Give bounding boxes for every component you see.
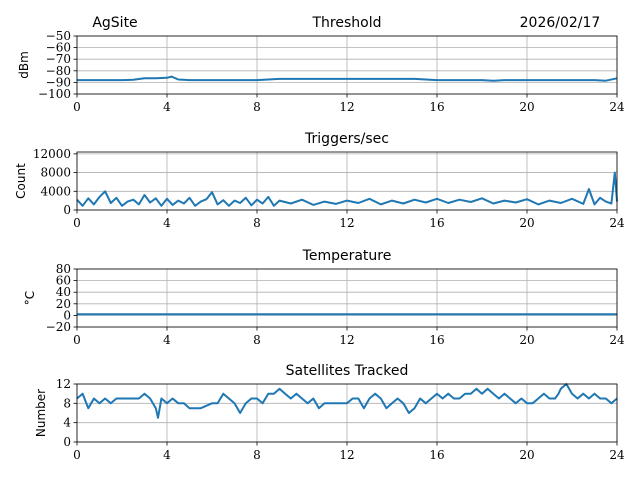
y-tick-label: 80 [56,262,71,276]
y-tick-label: 12000 [33,147,71,161]
x-tick-label: 12 [339,448,354,462]
y-tick-label: 60 [56,274,71,288]
subplot-title: Satellites Tracked [286,363,409,379]
subplot-1: 0 4 8 12 16 20 24 12000 8000 4000 0 Triggers/sec Cou… [14,131,625,230]
x-tick-label: 8 [253,448,261,462]
x-tick-label: 16 [429,448,444,462]
y-tick-label: −90 [46,75,71,89]
y-axis-label: °C [23,291,37,305]
y-axis-label: dBm [17,51,31,79]
x-tick-label: 16 [429,216,444,230]
x-tick-label: 12 [339,333,354,347]
y-tick-label: 4000 [40,184,71,198]
y-tick-label: −20 [46,320,71,334]
y-tick-label: 0 [63,308,71,322]
x-tick-label: 16 [429,333,444,347]
x-tick-label: 0 [73,216,81,230]
x-tick-label: 24 [609,448,625,462]
x-tick-label: 12 [339,100,354,114]
y-tick-label: 0 [63,203,71,217]
series-line [76,171,618,207]
y-tick-label: 8 [63,396,71,410]
x-tick-label: 4 [163,100,171,114]
x-tick-label: 4 [163,448,171,462]
date-label: 2026/02/17 [520,15,601,31]
x-tick-label: 0 [73,100,81,114]
x-tick-label: 8 [253,216,261,230]
y-tick-label: 40 [56,285,71,299]
x-tick-label: 20 [519,333,534,347]
y-tick-label: 12 [56,377,71,391]
x-tick-label: 24 [609,100,625,114]
y-axis-label: Count [14,163,28,199]
y-tick-label: 20 [56,297,71,311]
subplot-0: 0 4 8 12 16 20 24 −50−60−70−80−90−100 Threshold d… [17,15,625,114]
y-tick-label: 8000 [40,166,71,180]
x-tick-label: 20 [519,448,534,462]
y-tick-label: 4 [63,416,71,430]
x-tick-label: 24 [609,333,625,347]
x-tick-label: 4 [163,333,171,347]
x-tick-label: 8 [253,333,261,347]
axes-frame [76,151,618,211]
x-tick-label: 20 [519,216,534,230]
x-tick-label: 24 [609,216,625,230]
x-tick-label: 0 [73,333,81,347]
y-tick-label: 0 [63,435,71,449]
subplot-title: Triggers/sec [304,131,389,147]
subplot-title: Temperature [302,248,392,264]
x-tick-label: 20 [519,100,534,114]
axes-frame [76,35,618,95]
x-tick-label: 12 [339,216,354,230]
y-axis-label: Number [34,389,48,437]
y-tick-label: −80 [46,64,71,78]
subplot-title: Threshold [312,15,382,31]
subplot-3: 0 4 8 12 16 20 24 12 8 4 0 Satellites Tracked Number [34,363,625,462]
series-line [76,383,618,419]
y-tick-label: −60 [46,41,71,55]
x-tick-label: 16 [429,100,444,114]
x-tick-label: 0 [73,448,81,462]
x-tick-label: 8 [253,100,261,114]
y-tick-label: −50 [46,29,71,43]
axes-frame [76,383,618,443]
site-label: AgSite [92,15,137,31]
series-line [77,75,618,82]
axes-frame [76,268,618,328]
y-tick-label: −100 [38,87,71,101]
x-tick-label: 4 [163,216,171,230]
y-tick-label: −70 [46,52,71,66]
